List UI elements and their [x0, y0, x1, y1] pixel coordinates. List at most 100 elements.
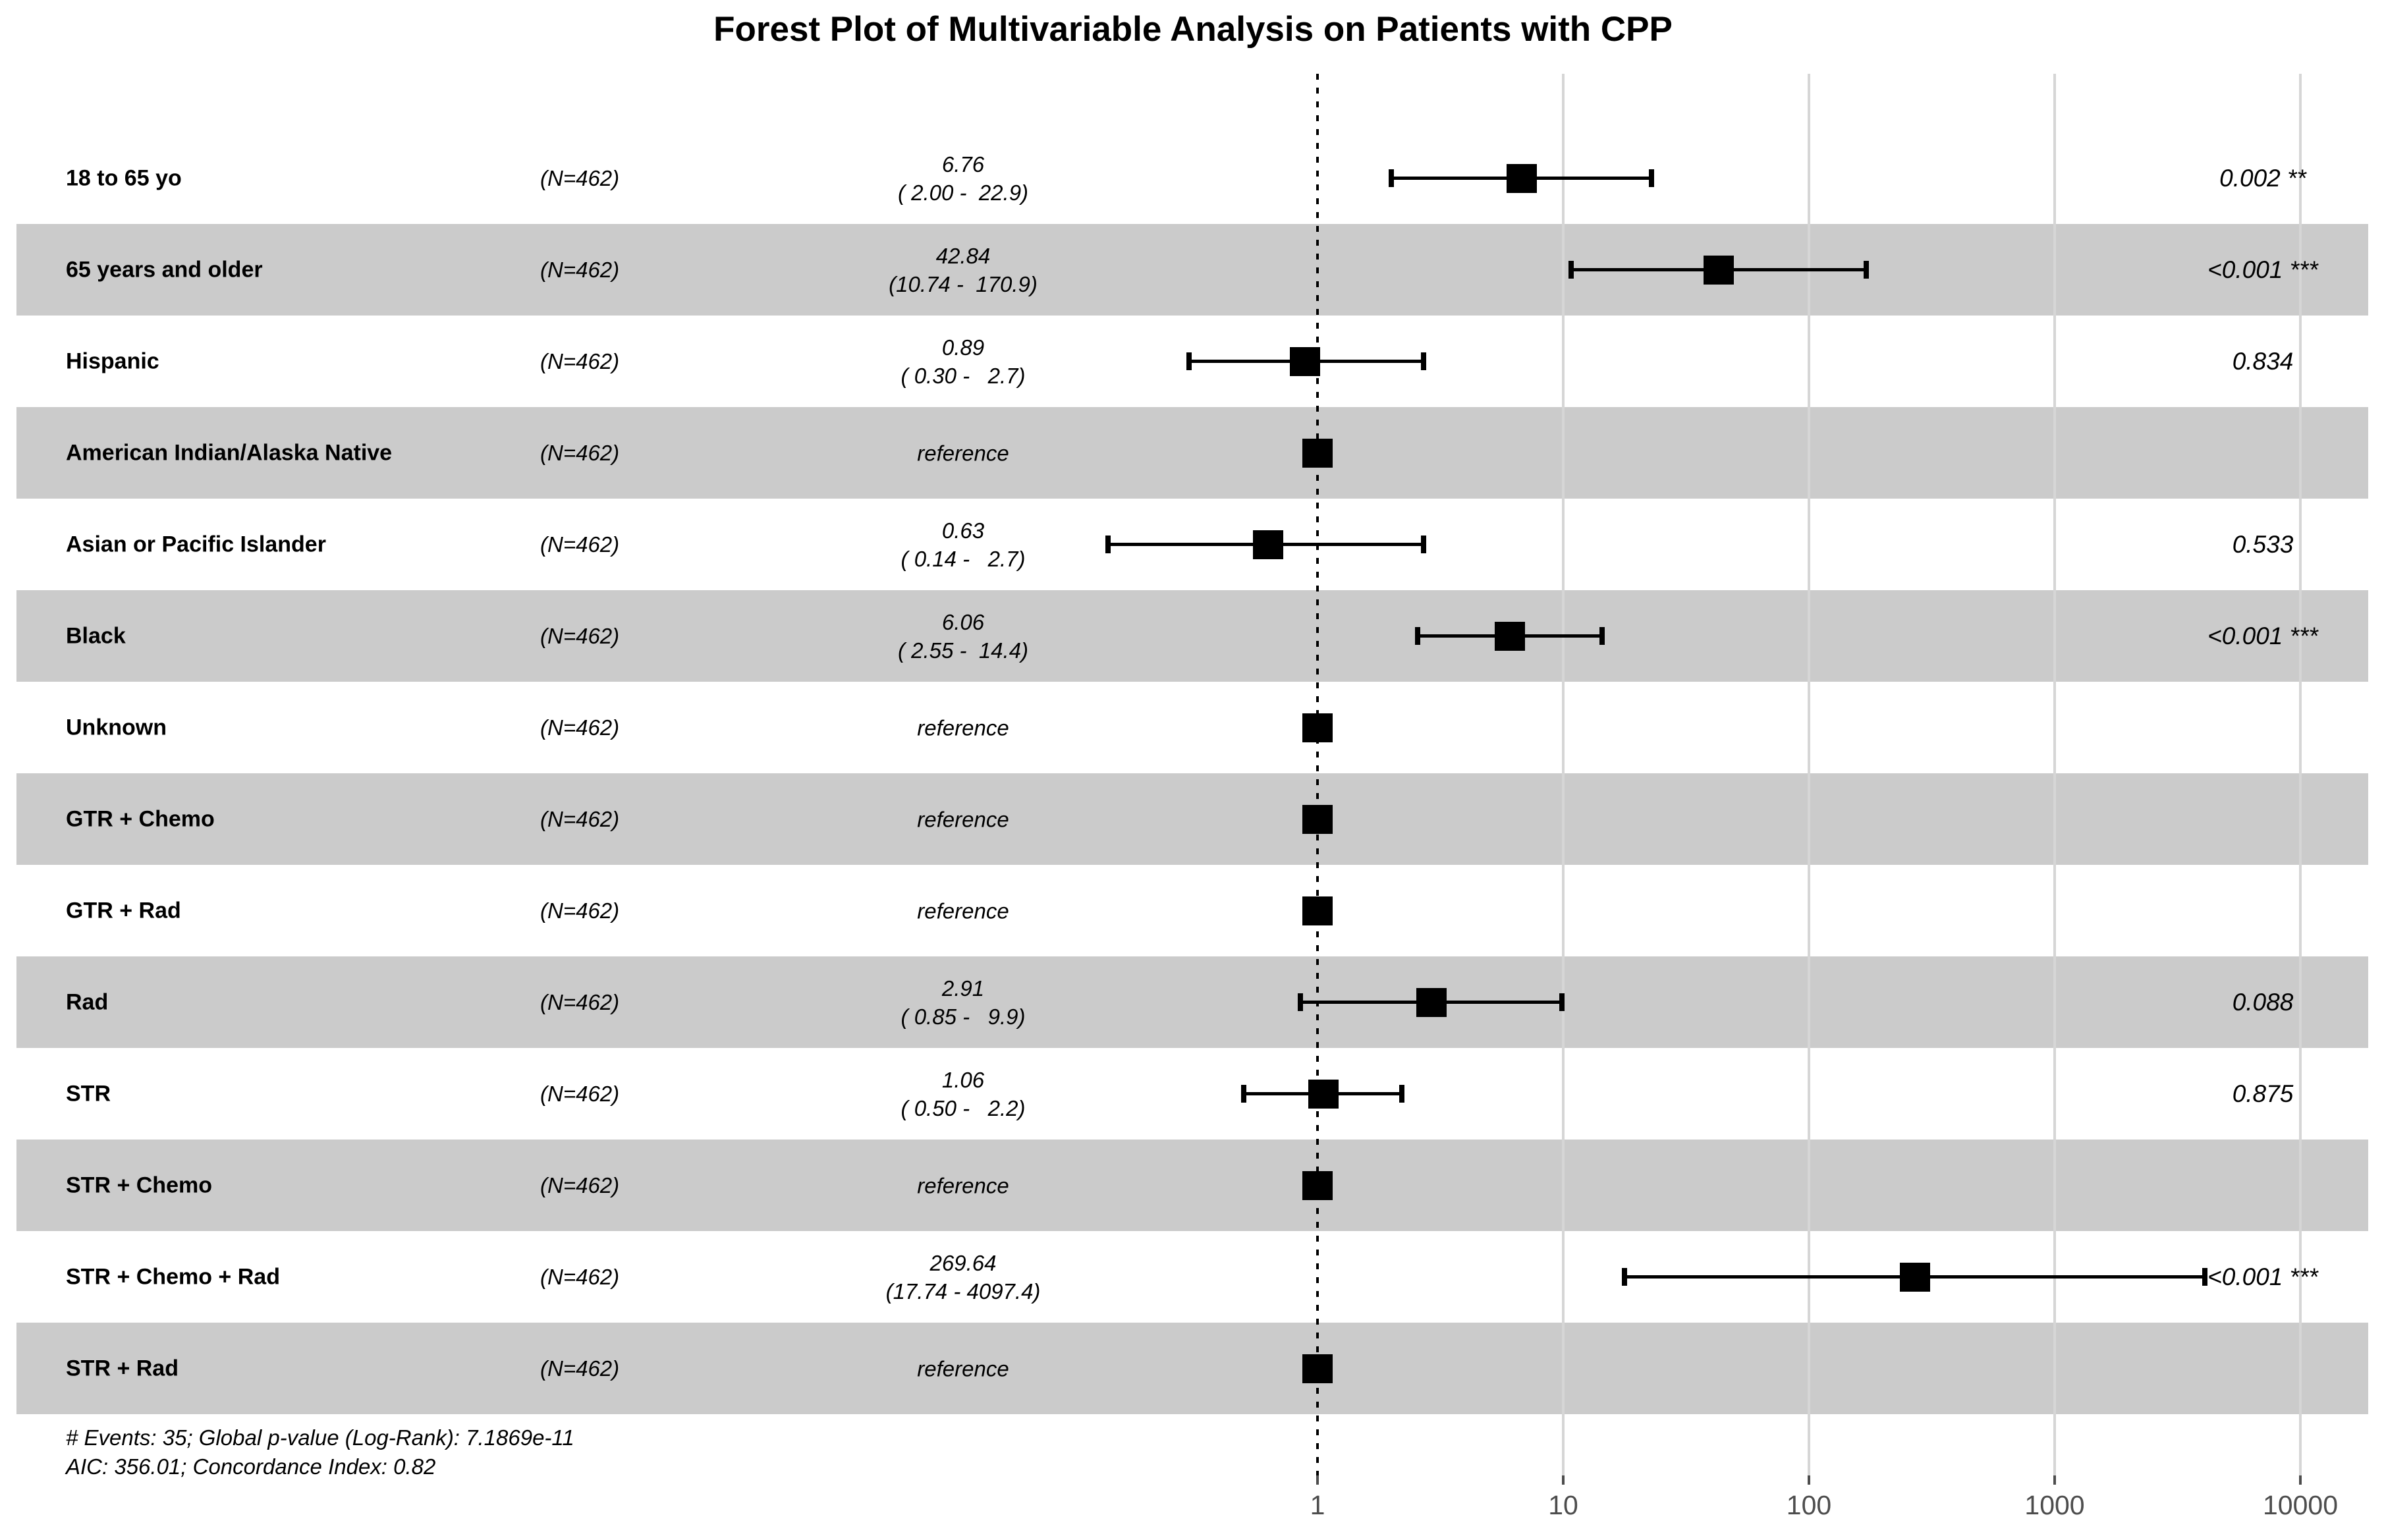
gridline	[1808, 74, 1810, 1475]
row-n: (N=462)	[540, 1264, 620, 1289]
axis-tick	[1808, 1475, 1810, 1485]
estimate-marker	[1302, 1354, 1333, 1383]
ci-cap-left	[1621, 1268, 1627, 1286]
row-pvalue: 0.834	[2232, 347, 2294, 375]
ci-cap-left	[1240, 1085, 1246, 1103]
row-label: 65 years and older	[66, 257, 263, 282]
row-estimate: reference	[917, 807, 1009, 831]
row-n: (N=462)	[540, 989, 620, 1014]
reference-line	[1316, 74, 1319, 1485]
row-band	[16, 1323, 2368, 1414]
row-estimate: 0.63 ( 0.14 - 2.7)	[901, 518, 1026, 571]
row-estimate: 6.06 ( 2.55 - 14.4)	[897, 609, 1029, 663]
chart-title: Forest Plot of Multivariable Analysis on…	[713, 10, 1673, 49]
row-n: (N=462)	[540, 440, 620, 465]
axis-tick-label: 10	[1548, 1490, 1578, 1520]
row-pvalue: 0.088	[2232, 988, 2294, 1016]
row-band	[16, 590, 2368, 682]
row-pvalue: 0.002 **	[2219, 164, 2306, 192]
row-n: (N=462)	[540, 898, 620, 923]
row-estimate: 6.76 ( 2.00 - 22.9)	[897, 151, 1029, 205]
ci-cap-right	[1863, 261, 1869, 279]
axis-tick-label: 10000	[2262, 1490, 2339, 1520]
estimate-marker	[1290, 346, 1321, 376]
row-label: STR + Chemo	[66, 1172, 212, 1197]
gridline	[2053, 74, 2056, 1475]
row-n: (N=462)	[540, 1081, 620, 1106]
estimate-marker	[1302, 1170, 1333, 1200]
row-n: (N=462)	[540, 1356, 620, 1381]
row-estimate: 0.89 ( 0.30 - 2.7)	[901, 335, 1026, 388]
ci-cap-right	[1649, 169, 1655, 187]
row-pvalue: 0.533	[2232, 530, 2294, 558]
row-label: Rad	[66, 989, 109, 1014]
axis-tick	[2299, 1475, 2302, 1485]
row-label: Asian or Pacific Islander	[66, 532, 326, 557]
row-n: (N=462)	[540, 348, 620, 373]
row-n: (N=462)	[540, 165, 620, 190]
row-estimate: reference	[917, 715, 1009, 740]
gridline	[2299, 74, 2302, 1475]
row-band	[16, 1140, 2368, 1231]
row-n: (N=462)	[540, 806, 620, 831]
row-label: STR + Chemo + Rad	[66, 1264, 280, 1289]
estimate-marker	[1506, 163, 1537, 193]
row-n: (N=462)	[540, 257, 620, 282]
row-estimate: reference	[917, 1173, 1009, 1197]
row-estimate: 2.91 ( 0.85 - 9.9)	[901, 976, 1026, 1029]
ci-cap-left	[1568, 261, 1574, 279]
row-estimate: 1.06 ( 0.50 - 2.2)	[901, 1067, 1026, 1120]
row-label: GTR + Chemo	[66, 806, 215, 831]
row-estimate: 42.84 (10.74 - 170.9)	[889, 243, 1038, 296]
row-estimate: reference	[917, 441, 1009, 465]
ci-cap-left	[1414, 627, 1420, 645]
row-label: Unknown	[66, 715, 167, 740]
row-label: Hispanic	[66, 348, 159, 373]
estimate-marker	[1302, 804, 1333, 834]
row-pvalue: <0.001 ***	[2207, 622, 2318, 649]
estimate-marker	[1703, 255, 1734, 285]
gridline	[1562, 74, 1565, 1475]
ci-cap-left	[1297, 993, 1303, 1011]
row-label: GTR + Rad	[66, 898, 181, 923]
ci-cap-left	[1105, 536, 1111, 553]
row-pvalue: <0.001 ***	[2207, 256, 2318, 283]
row-label: Black	[66, 623, 126, 648]
row-band	[16, 773, 2368, 865]
footnotes: # Events: 35; Global p-value (Log-Rank):…	[66, 1423, 574, 1481]
row-label: 18 to 65 yo	[66, 165, 182, 190]
row-estimate: 269.64 (17.74 - 4097.4)	[885, 1250, 1041, 1304]
ci-cap-right	[1599, 627, 1605, 645]
axis-tick-label: 1000	[2024, 1490, 2085, 1520]
estimate-marker	[1302, 896, 1333, 925]
row-n: (N=462)	[540, 532, 620, 557]
ci-cap-right	[2202, 1268, 2208, 1286]
row-n: (N=462)	[540, 1172, 620, 1197]
axis-tick-label: 1	[1310, 1490, 1325, 1520]
row-n: (N=462)	[540, 623, 620, 648]
estimate-marker	[1302, 713, 1333, 742]
estimate-marker	[1253, 530, 1284, 559]
ci-cap-right	[1420, 352, 1426, 370]
footnote-events-pvalue: # Events: 35; Global p-value (Log-Rank):…	[66, 1425, 574, 1450]
row-label: American Indian/Alaska Native	[66, 440, 393, 465]
estimate-marker	[1308, 1079, 1339, 1109]
row-estimate: reference	[917, 1356, 1009, 1381]
row-pvalue: <0.001 ***	[2207, 1263, 2318, 1290]
row-band	[16, 956, 2368, 1048]
ci-cap-right	[1399, 1085, 1404, 1103]
row-pvalue: 0.875	[2232, 1080, 2294, 1107]
row-estimate: reference	[917, 898, 1009, 923]
axis-tick	[1316, 1475, 1319, 1485]
estimate-marker	[1302, 438, 1333, 468]
ci-cap-right	[1559, 993, 1565, 1011]
row-label: STR	[66, 1081, 111, 1106]
estimate-marker	[1494, 621, 1525, 651]
estimate-marker	[1416, 987, 1447, 1017]
ci-cap-left	[1186, 352, 1192, 370]
axis-tick	[2053, 1475, 2056, 1485]
estimate-marker	[1899, 1262, 1930, 1292]
axis-tick	[1562, 1475, 1565, 1485]
